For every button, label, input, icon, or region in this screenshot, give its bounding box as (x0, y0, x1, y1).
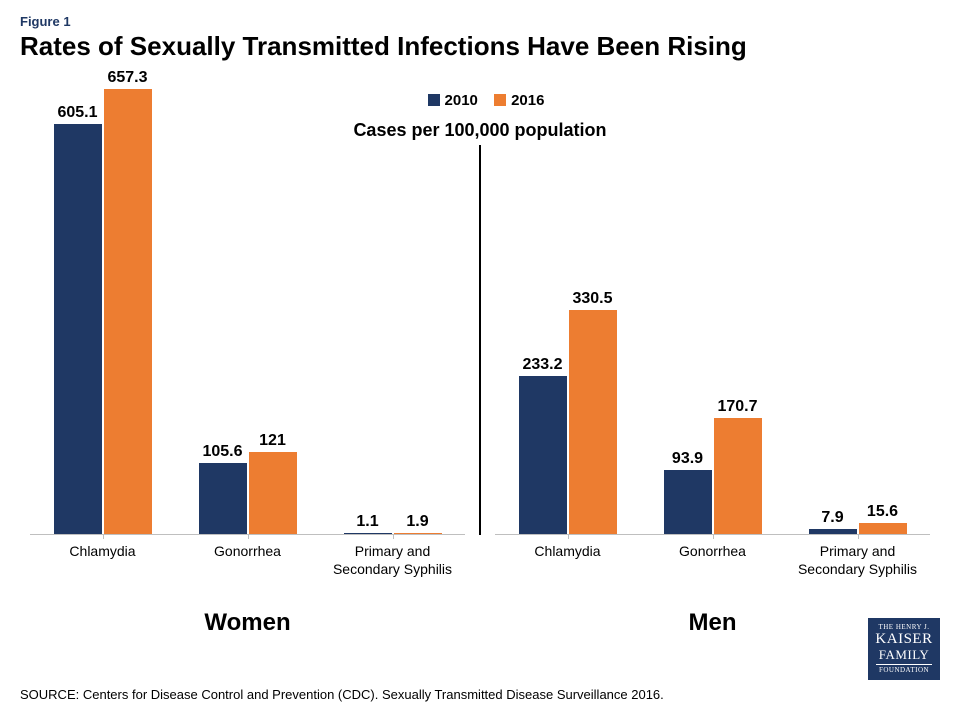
panel-divider (479, 145, 481, 535)
bar-group: 105.6121 (199, 452, 297, 534)
bars-women: 605.1657.3105.61211.11.9 (30, 90, 465, 535)
xlabels-men: ChlamydiaGonorrheaPrimary and Secondary … (495, 539, 930, 595)
bar-value-label: 330.5 (572, 290, 612, 310)
figure-label: Figure 1 (20, 14, 940, 29)
bar-group: 93.9170.7 (664, 418, 762, 534)
bar: 330.5 (569, 310, 617, 534)
logo-line3: FAMILY (868, 648, 940, 662)
bars-men: 233.2330.593.9170.77.915.6 (495, 90, 930, 535)
category-label: Gonorrhea (640, 539, 785, 595)
source-text: SOURCE: Centers for Disease Control and … (20, 687, 664, 702)
bar-value-label: 7.9 (821, 509, 843, 529)
bar-group: 605.1657.3 (54, 89, 152, 534)
bar: 105.6 (199, 463, 247, 534)
panel-women: 605.1657.3105.61211.11.9 ChlamydiaGonorr… (20, 90, 475, 595)
panel-title-women: Women (20, 609, 475, 637)
bar-group: 1.11.9 (344, 533, 442, 534)
bar-value-label: 605.1 (57, 104, 97, 124)
xlabels-women: ChlamydiaGonorrheaPrimary and Secondary … (30, 539, 465, 595)
logo-line4: FOUNDATION (876, 664, 932, 674)
bar: 93.9 (664, 470, 712, 534)
bar-group: 233.2330.5 (519, 310, 617, 534)
bar: 605.1 (54, 124, 102, 534)
bar: 1.1 (344, 533, 392, 534)
category-label: Primary and Secondary Syphilis (320, 539, 465, 595)
category-label: Chlamydia (30, 539, 175, 595)
header: Figure 1 Rates of Sexually Transmitted I… (0, 0, 960, 62)
category-label: Primary and Secondary Syphilis (785, 539, 930, 595)
bar: 15.6 (859, 523, 907, 534)
category-label: Gonorrhea (175, 539, 320, 595)
logo-line2: KAISER (868, 632, 940, 648)
logo-line1: THE HENRY J. (868, 624, 940, 631)
bar-value-label: 233.2 (522, 356, 562, 376)
bar-value-label: 121 (259, 432, 286, 452)
panel-men: 233.2330.593.9170.77.915.6 ChlamydiaGono… (485, 90, 940, 595)
bar: 1.9 (394, 533, 442, 534)
category-label: Chlamydia (495, 539, 640, 595)
bar: 7.9 (809, 529, 857, 534)
bar: 170.7 (714, 418, 762, 534)
bar-value-label: 657.3 (107, 69, 147, 89)
bar-value-label: 105.6 (202, 443, 242, 463)
bar-value-label: 1.1 (356, 513, 378, 533)
chart-title: Rates of Sexually Transmitted Infections… (20, 31, 940, 62)
bar-value-label: 93.9 (672, 450, 703, 470)
plot-area: 605.1657.3105.61211.11.9 ChlamydiaGonorr… (20, 90, 940, 595)
bar-value-label: 170.7 (717, 398, 757, 418)
bar-group: 7.915.6 (809, 523, 907, 534)
bar: 121 (249, 452, 297, 534)
bar-value-label: 15.6 (867, 503, 898, 523)
kff-logo: THE HENRY J. KAISER FAMILY FOUNDATION (868, 618, 940, 680)
bar: 233.2 (519, 376, 567, 534)
bar: 657.3 (104, 89, 152, 534)
bar-value-label: 1.9 (406, 513, 428, 533)
